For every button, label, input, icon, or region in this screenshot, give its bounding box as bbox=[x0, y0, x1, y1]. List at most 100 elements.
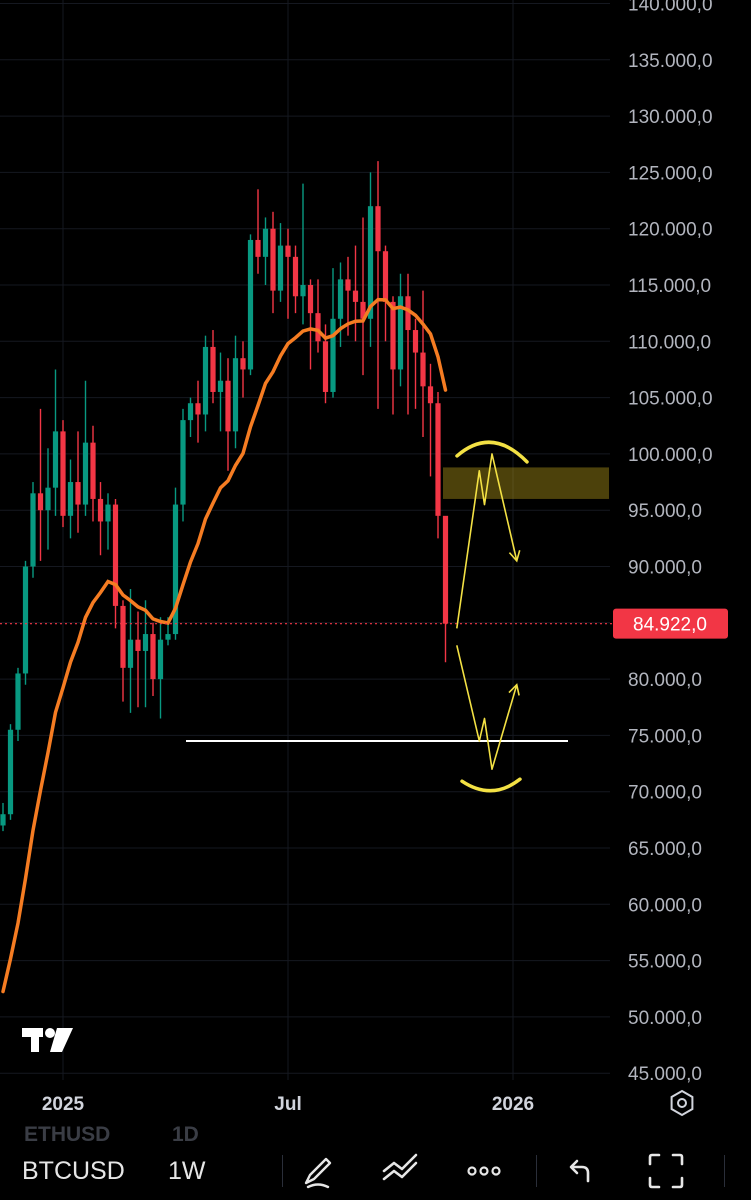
candle-19 bbox=[142, 600, 149, 708]
candle-body bbox=[157, 639, 164, 680]
candle-50 bbox=[375, 161, 381, 409]
x-tick-label: 2025 bbox=[42, 1094, 85, 1115]
candle-33 bbox=[247, 234, 254, 376]
candle-body bbox=[262, 228, 269, 257]
symbol-button[interactable]: BTCUSD bbox=[22, 1157, 125, 1185]
candle-body bbox=[420, 352, 426, 387]
tradingview-logo-icon[interactable] bbox=[22, 1028, 73, 1052]
candle-body bbox=[7, 729, 14, 815]
candle-body bbox=[427, 386, 434, 404]
candle-body bbox=[307, 285, 314, 314]
candle-body bbox=[75, 482, 81, 505]
candle-57 bbox=[427, 363, 434, 477]
bullish-projection-arrowhead bbox=[508, 550, 521, 563]
candle-42 bbox=[315, 279, 321, 353]
grid-lines bbox=[0, 0, 610, 1080]
candle-body bbox=[300, 285, 306, 297]
candle-30 bbox=[225, 358, 231, 471]
candle-body bbox=[105, 504, 111, 522]
settings-icon[interactable] bbox=[670, 1089, 694, 1117]
candle-14 bbox=[105, 493, 111, 550]
candle-body bbox=[435, 403, 441, 516]
candle-body bbox=[0, 814, 6, 826]
candle-40 bbox=[300, 183, 306, 325]
toolbar-divider bbox=[536, 1155, 537, 1187]
candle-48 bbox=[360, 217, 366, 376]
candle-9 bbox=[67, 459, 74, 539]
undo-icon[interactable] bbox=[560, 1149, 604, 1193]
candle-body bbox=[255, 239, 261, 257]
candle-body bbox=[165, 634, 171, 640]
candle-body bbox=[270, 228, 276, 291]
y-tick-label: 110.000,0 bbox=[628, 332, 711, 353]
y-tick-label: 75.000,0 bbox=[628, 726, 702, 747]
candle-24 bbox=[180, 408, 186, 522]
candle-body bbox=[150, 634, 156, 680]
candle-6 bbox=[45, 448, 51, 550]
candle-25 bbox=[187, 397, 194, 438]
candle-body bbox=[187, 403, 194, 421]
candlesticks bbox=[0, 161, 449, 832]
candle-55 bbox=[412, 318, 419, 409]
fullscreen-icon[interactable] bbox=[644, 1149, 688, 1193]
candle-body bbox=[15, 673, 21, 730]
candle-27 bbox=[202, 335, 209, 432]
indicators-icon[interactable] bbox=[378, 1149, 422, 1193]
candle-5 bbox=[37, 408, 44, 561]
candle-44 bbox=[330, 268, 336, 398]
candle-body bbox=[37, 493, 44, 511]
candle-59 bbox=[442, 515, 449, 663]
bottom-highlight-arc bbox=[460, 777, 522, 793]
draw-brush-icon[interactable] bbox=[296, 1149, 340, 1193]
candle-body bbox=[315, 313, 321, 342]
y-tick-label: 100.000,0 bbox=[628, 445, 713, 466]
last-price-badge: 84.922,0 bbox=[613, 608, 728, 639]
candle-26 bbox=[195, 380, 201, 443]
candle-body bbox=[127, 639, 134, 668]
candle-body bbox=[195, 403, 201, 415]
top-highlight-arc bbox=[455, 440, 529, 464]
candle-body bbox=[292, 256, 299, 297]
candle-body bbox=[360, 301, 366, 319]
interval-button[interactable]: 1W bbox=[168, 1157, 206, 1185]
candle-body bbox=[367, 206, 374, 319]
y-tick-label: 60.000,0 bbox=[628, 895, 702, 916]
x-tick-label: Jul bbox=[274, 1094, 301, 1115]
candle-49 bbox=[367, 172, 374, 347]
candle-body bbox=[52, 431, 59, 488]
bottom-toolbar: ETHUSD 1D BTCUSD 1W bbox=[0, 1123, 751, 1200]
price-chart[interactable]: 140.000,0 135.000,0 130.000,0 125.000,0 120.… bbox=[0, 0, 751, 1125]
candle-body bbox=[142, 634, 149, 651]
candle-12 bbox=[90, 425, 96, 522]
candle-32 bbox=[240, 341, 246, 398]
candle-body bbox=[22, 566, 29, 674]
candle-body bbox=[172, 504, 179, 635]
candle-17 bbox=[127, 589, 134, 713]
candle-body bbox=[82, 442, 89, 505]
y-tick-label: 130.000,0 bbox=[628, 107, 713, 128]
candle-31 bbox=[232, 335, 239, 449]
last-price-label: 84.922,0 bbox=[633, 615, 707, 636]
candle-4 bbox=[30, 482, 36, 578]
candle-0 bbox=[0, 802, 6, 832]
x-axis: 2025 Jul 2026 bbox=[42, 1094, 534, 1115]
ghost-interval: 1D bbox=[172, 1123, 199, 1146]
y-tick-label: 55.000,0 bbox=[628, 952, 702, 973]
candle-body bbox=[405, 296, 411, 331]
candle-body bbox=[202, 346, 209, 415]
more-icon[interactable] bbox=[462, 1149, 506, 1193]
candle-body bbox=[397, 296, 404, 370]
projection-drawings bbox=[455, 440, 529, 793]
candle-body bbox=[180, 420, 186, 505]
candle-11 bbox=[82, 380, 89, 516]
candle-body bbox=[217, 380, 224, 392]
candle-38 bbox=[285, 228, 291, 319]
candle-20 bbox=[150, 622, 156, 696]
candle-body bbox=[285, 245, 291, 257]
candle-body bbox=[210, 346, 216, 392]
candle-56 bbox=[420, 290, 426, 438]
candle-51 bbox=[382, 245, 389, 342]
y-tick-label: 95.000,0 bbox=[628, 501, 702, 522]
candle-body bbox=[112, 504, 119, 606]
ghost-symbol: ETHUSD bbox=[24, 1123, 111, 1146]
